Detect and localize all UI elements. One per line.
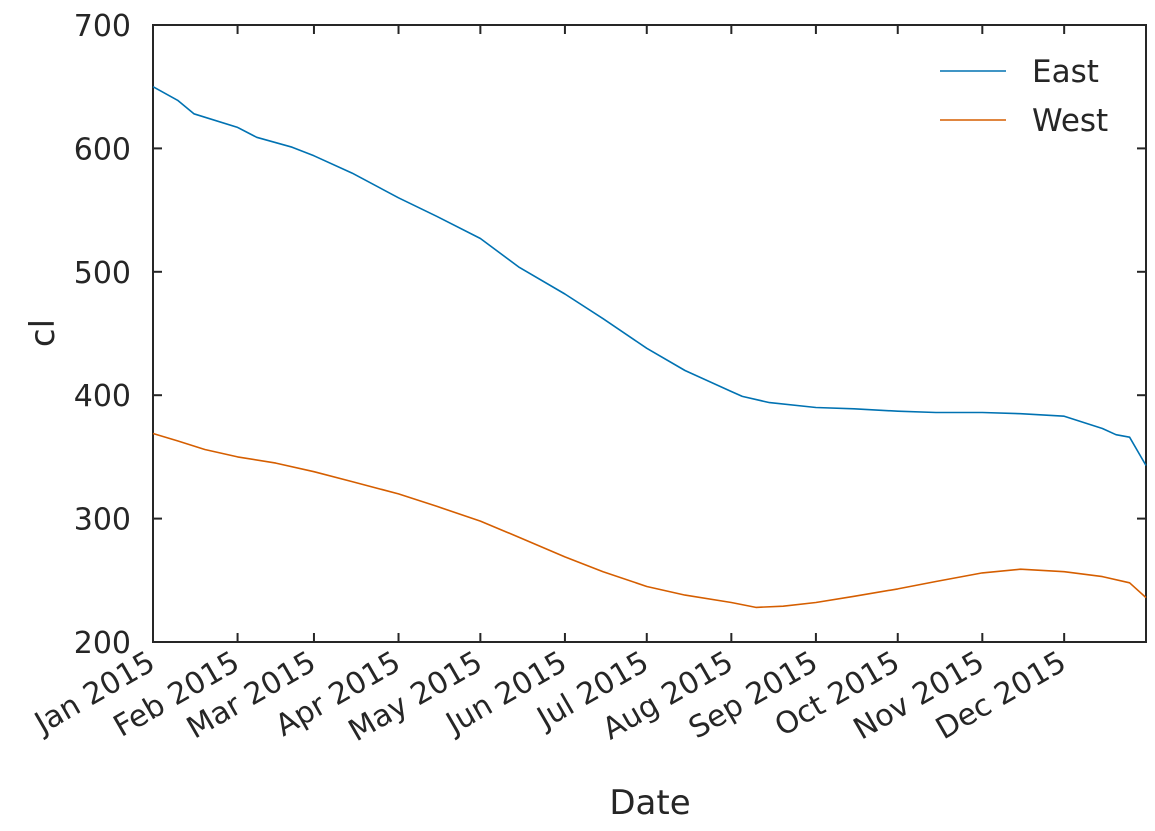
legend-label-west: West (1032, 103, 1108, 139)
y-tick-label: 300 (74, 503, 131, 538)
y-tick-label: 500 (74, 256, 131, 291)
y-tick-label: 200 (74, 626, 131, 661)
y-tick-label: 400 (74, 379, 131, 414)
legend-label-east: East (1032, 54, 1099, 90)
y-axis: 200 300 400 500 600 700 (74, 9, 1146, 661)
legend: East West (940, 54, 1108, 139)
y-tick-label: 600 (74, 132, 131, 167)
series-lines (152, 85, 1147, 609)
x-axis-title: Date (609, 783, 690, 823)
plot-frame (152, 24, 1147, 643)
plot-area-border (152, 24, 1147, 643)
y-tick-label: 700 (74, 9, 131, 44)
y-axis-title: cl (23, 319, 63, 347)
series-line-east (152, 85, 1147, 466)
series-line-west (152, 432, 1147, 609)
